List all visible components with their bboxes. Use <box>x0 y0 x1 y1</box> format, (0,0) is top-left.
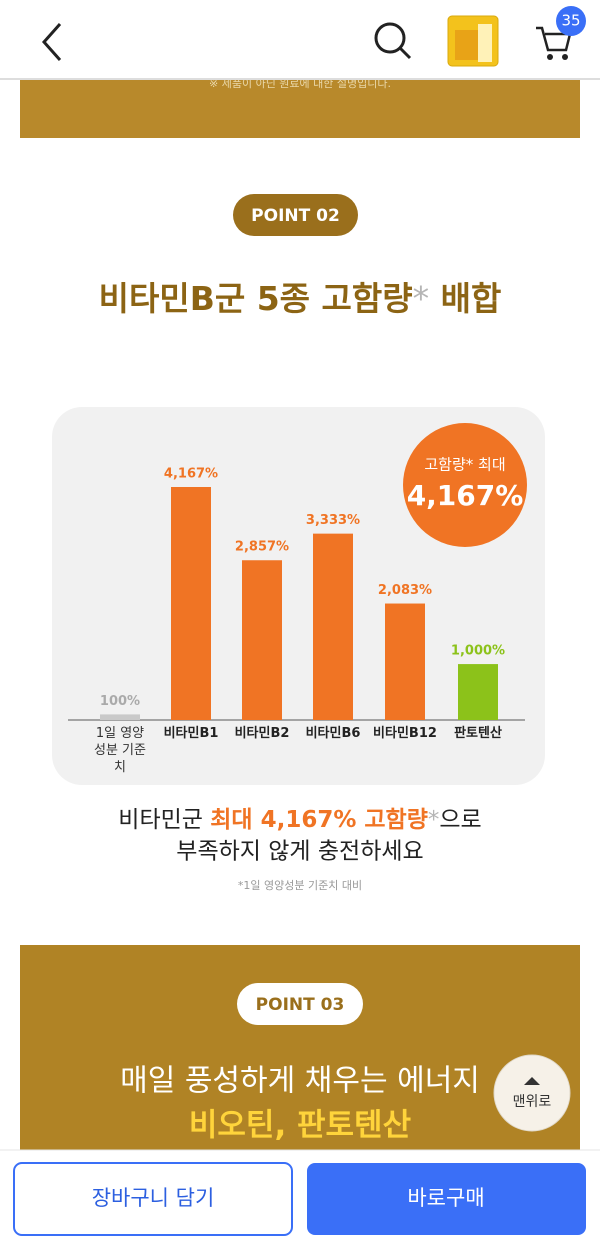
point-badge-text: POINT 02 <box>251 206 340 226</box>
caption-emphasis: 최대 4,167% 고함량 <box>210 807 428 833</box>
header <box>0 0 600 78</box>
value-label: 2,083% <box>378 583 432 598</box>
product-thumbnail[interactable] <box>447 15 499 67</box>
cart-button[interactable]: 35 <box>536 6 586 60</box>
point03-band <box>20 945 580 1160</box>
notice-text: ※ 제품이 아닌 원료에 대한 설명입니다. <box>209 77 391 90</box>
notice-band <box>20 70 580 138</box>
bar <box>242 560 282 720</box>
value-label: 100% <box>100 694 140 709</box>
scroll-top-arrow <box>524 1077 540 1085</box>
caption-line2: 부족하지 않게 충전하세요 <box>176 839 423 865</box>
button-text: 장바구니 담기 <box>92 1186 215 1210</box>
point-badge <box>233 194 358 236</box>
bar <box>171 487 211 720</box>
buy-button[interactable]: 바로구매 <box>307 1163 586 1235</box>
bar <box>313 533 353 720</box>
category-label: 1일 영양 성분 기준치 <box>94 726 146 775</box>
category-label: 판토텐산 <box>454 726 502 741</box>
search-icon <box>374 22 406 54</box>
back-button[interactable] <box>41 23 62 61</box>
scroll-top-text: 맨위로 <box>513 1094 552 1110</box>
bar <box>458 664 498 720</box>
bar <box>100 714 140 720</box>
value-label: 3,333% <box>306 513 360 528</box>
thumbnail-art <box>478 24 492 62</box>
value-label: 2,857% <box>235 540 289 555</box>
button-bg <box>13 1162 293 1236</box>
category-label: 비타민B1 <box>163 726 219 741</box>
cart-icon <box>562 54 568 60</box>
caption-part: 비타민군 <box>118 807 210 833</box>
cart-badge <box>556 6 586 36</box>
caption-part: 으로 <box>439 807 481 833</box>
cart-count: 35 <box>561 12 580 30</box>
point03-line2: 비오틴, 판토텐산 <box>189 1108 411 1144</box>
scroll-top-bg <box>493 1054 571 1132</box>
caption-asterisk: * <box>428 807 440 833</box>
cart-icon <box>547 54 553 60</box>
category-label: 비타민B6 <box>305 726 361 741</box>
search-icon <box>398 46 412 60</box>
bar <box>385 603 425 720</box>
scroll-top-button[interactable]: 맨위로 <box>493 1054 571 1132</box>
value-label: 4,167% <box>164 467 218 482</box>
button-text: 바로구매 <box>407 1186 484 1210</box>
point-badge <box>237 983 363 1025</box>
point-badge-text: POINT 03 <box>256 995 345 1015</box>
bars: 100% 4,167% 2,857% 3,333% 2,083% 1,000% <box>100 467 505 720</box>
highlight-value: 4,167% <box>407 479 524 512</box>
add-to-cart-button[interactable]: 장바구니 담기 <box>13 1162 293 1236</box>
point03-line1: 매일 풍성하게 채우는 에너지 <box>120 1064 480 1099</box>
search-button[interactable] <box>374 22 412 60</box>
highlight-label: 고함량* 최대 <box>424 456 505 474</box>
caption-line1: 비타민군 최대 4,167% 고함량*으로 <box>118 807 481 833</box>
footnote: *1일 영양성분 기준치 대비 <box>238 878 362 892</box>
title-main: 비타민B군 5종 고함량 <box>99 279 413 318</box>
section-title: 비타민B군 5종 고함량* 배합 <box>99 279 502 318</box>
category-label: 비타민B12 <box>373 726 437 741</box>
title-end: 배합 <box>429 279 501 318</box>
thumbnail-art <box>455 30 479 60</box>
button-bg <box>307 1163 586 1235</box>
title-asterisk: * <box>413 279 430 318</box>
category-label: 비타민B2 <box>234 726 290 741</box>
highlight-circle <box>403 423 527 547</box>
value-label: 1,000% <box>451 644 505 659</box>
